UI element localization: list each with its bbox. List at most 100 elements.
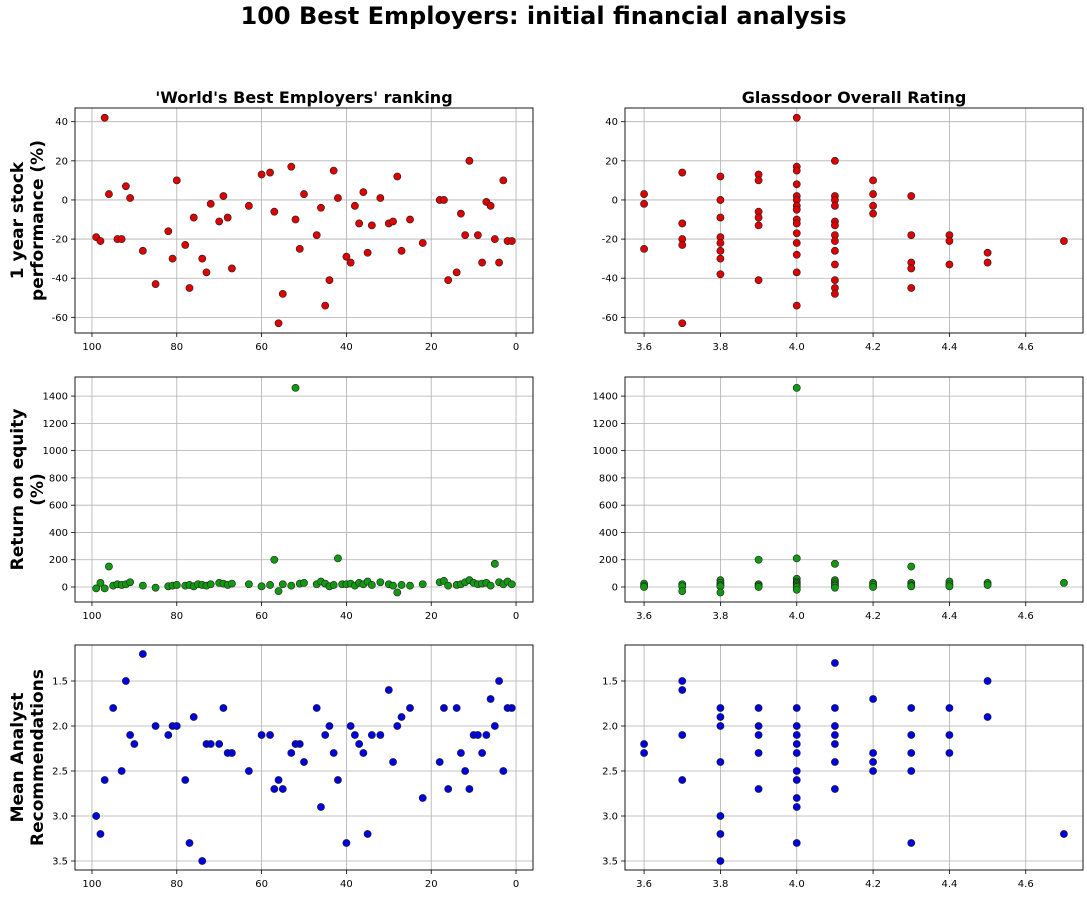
data-point <box>363 830 372 838</box>
data-point <box>499 767 508 775</box>
data-point <box>363 248 372 257</box>
data-point <box>754 221 763 230</box>
y-tick-label: 0 <box>612 583 618 594</box>
data-point <box>397 581 406 589</box>
data-point <box>444 581 453 590</box>
x-tick-label: 60 <box>255 611 268 622</box>
data-point <box>754 555 763 564</box>
data-point <box>945 731 954 739</box>
data-point <box>172 176 181 185</box>
data-point <box>716 213 725 222</box>
data-point <box>754 731 763 739</box>
data-point <box>219 704 228 712</box>
data-point <box>983 581 992 589</box>
data-point <box>440 704 448 712</box>
data-point <box>792 229 801 238</box>
data-point <box>223 213 232 222</box>
data-point <box>100 584 109 593</box>
data-point <box>640 199 648 208</box>
data-point <box>228 264 236 273</box>
data-point <box>274 587 283 595</box>
data-point <box>792 794 801 802</box>
data-point <box>716 270 725 279</box>
y-tick-label: 1.5 <box>602 677 618 688</box>
data-point <box>109 704 118 712</box>
y-tick-label: 0 <box>62 195 68 206</box>
x-tick-label: 40 <box>340 611 353 622</box>
data-point <box>490 235 499 243</box>
data-point <box>831 740 839 748</box>
data-point <box>185 839 194 847</box>
data-point <box>359 749 368 757</box>
data-point <box>792 740 801 748</box>
data-point <box>312 231 321 240</box>
data-point <box>266 168 274 177</box>
data-point <box>754 176 763 185</box>
data-point <box>831 201 839 210</box>
data-point <box>325 276 334 285</box>
data-point <box>792 113 801 122</box>
data-point <box>716 704 725 712</box>
data-point <box>490 722 499 730</box>
data-point <box>295 244 304 253</box>
data-point <box>831 659 839 667</box>
subplot-title: Glassdoor Overall Rating <box>742 88 967 107</box>
data-point <box>831 583 839 592</box>
x-tick-label: 4.4 <box>941 342 957 353</box>
data-point <box>215 217 224 226</box>
data-point <box>138 650 147 658</box>
data-point <box>287 162 296 171</box>
data-point <box>945 260 954 269</box>
x-tick-label: 0 <box>513 342 519 353</box>
data-point <box>96 579 105 587</box>
data-point <box>678 776 687 784</box>
data-point <box>461 767 470 775</box>
data-point <box>376 731 385 739</box>
data-point <box>92 812 101 820</box>
data-point <box>384 686 393 694</box>
data-point <box>393 722 402 730</box>
data-point <box>266 731 274 739</box>
subplot-1-1: 3.6 3.8 4.0 4.2 4.4 4.6 1400 1200 1000 800 600 400 2… <box>593 376 1084 622</box>
data-point <box>329 581 338 589</box>
data-point <box>138 246 147 255</box>
data-point <box>792 767 801 775</box>
data-point <box>716 812 725 820</box>
y-tick-label: 1000 <box>43 446 68 457</box>
y-tick-label: 800 <box>49 473 68 484</box>
data-point <box>831 785 839 793</box>
data-point <box>907 582 916 591</box>
y-tick-label: 2.5 <box>52 767 68 778</box>
axes-frame <box>74 644 534 871</box>
data-point <box>270 207 279 216</box>
data-point <box>228 749 236 757</box>
data-point <box>640 740 648 748</box>
data-point <box>907 192 916 200</box>
data-point <box>473 231 482 240</box>
x-tick-label: 0 <box>513 879 519 890</box>
data-point <box>295 740 304 748</box>
y-tick-label: 2.0 <box>52 722 68 733</box>
data-point <box>418 239 427 247</box>
data-point <box>716 172 725 181</box>
data-point <box>678 587 687 595</box>
x-tick-label: 100 <box>82 611 101 622</box>
x-tick-label: 100 <box>82 879 101 890</box>
data-point <box>457 209 465 218</box>
data-point <box>300 579 308 587</box>
data-point <box>406 704 414 712</box>
y-tick-label: 400 <box>599 528 618 539</box>
data-point <box>206 199 215 208</box>
data-point <box>792 776 801 784</box>
x-tick-label: 4.4 <box>941 879 957 890</box>
x-tick-label: 80 <box>170 342 183 353</box>
data-point <box>499 176 508 185</box>
data-point <box>185 284 194 292</box>
data-point <box>716 722 725 730</box>
data-point <box>389 758 397 766</box>
data-point <box>983 258 992 267</box>
x-tick-label: 4.0 <box>789 342 805 353</box>
data-point <box>640 749 648 757</box>
data-point <box>869 695 877 703</box>
